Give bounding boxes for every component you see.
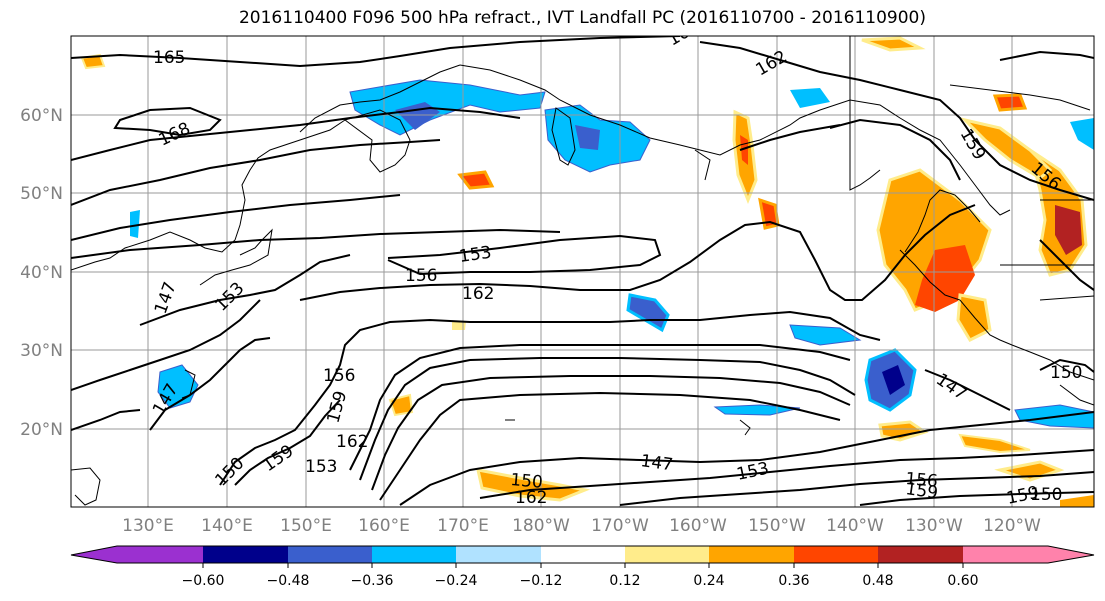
contour-label: 162 — [336, 432, 368, 452]
colorbar-tick-label: 0.12 — [609, 573, 640, 589]
lon-label: 170°W — [591, 516, 649, 536]
colorbar-segment — [372, 546, 456, 563]
contour-label: 156 — [905, 469, 939, 492]
map-panel: 165 168 162 159 156 153 156 162 153 147 … — [71, 36, 1094, 508]
lon-label: 130°W — [905, 516, 963, 536]
contour-label: 162 — [515, 488, 547, 508]
longitude-labels: 130°E 140°E 150°E 160°E 170°E 180°W 170°… — [122, 516, 1041, 536]
lon-label: 180°W — [512, 516, 570, 536]
contour-lines — [71, 36, 1094, 506]
lon-label: 150°W — [748, 516, 806, 536]
contour-label: 165 — [153, 48, 185, 68]
colorbar-segment — [625, 546, 709, 563]
lat-label: 20°N — [20, 420, 63, 440]
contour-label: 147 — [639, 451, 674, 475]
colorbar-tick-label: −0.60 — [182, 573, 225, 589]
colorbar-segment — [794, 546, 878, 563]
colorbar-tick-label: 0.60 — [947, 573, 978, 589]
colorbar: −0.60 −0.48 −0.36 −0.24 −0.12 0.12 0.24 … — [70, 545, 1095, 589]
colorbar-segment — [541, 546, 625, 563]
colorbar-segment — [203, 546, 288, 563]
lon-label: 170°E — [437, 516, 489, 536]
lon-label: 130°E — [122, 516, 174, 536]
contour-label: 156 — [405, 266, 437, 286]
colorbar-tick-label: 0.48 — [862, 573, 893, 589]
colorbar-tick-label: 0.36 — [778, 573, 809, 589]
colorbar-segment — [117, 546, 203, 563]
contour-label: 153 — [305, 457, 337, 477]
lon-label: 160°E — [358, 516, 410, 536]
contour-label: 150 — [510, 470, 544, 493]
colorbar-segment — [878, 546, 963, 563]
map-title: 2016110400 F096 500 hPa refract., IVT La… — [238, 8, 926, 28]
latitude-labels: 60°N 50°N 40°N 30°N 20°N — [20, 106, 63, 440]
map-border — [70, 35, 1095, 508]
contour-label: 150 — [1050, 363, 1082, 383]
contour-label-group: 165 168 162 159 156 153 156 162 153 147 … — [149, 36, 1082, 508]
colorbar-segment — [288, 546, 372, 563]
contour-label: 159 — [904, 479, 939, 503]
colorbar-tick-label: −0.24 — [435, 573, 478, 589]
colorbar-segment — [709, 546, 794, 563]
colorbar-segment — [963, 546, 1048, 563]
contour-label: 153 — [458, 243, 493, 267]
lat-label: 50°N — [20, 184, 63, 204]
lon-label: 150°E — [280, 516, 332, 536]
colorbar-tick-label: −0.12 — [520, 573, 563, 589]
colorbar-tick-label: 0.24 — [693, 573, 724, 589]
lat-label: 40°N — [20, 263, 63, 283]
colorbar-high-extend — [1048, 546, 1094, 563]
contour-label: 150 — [1030, 485, 1062, 505]
lat-label: 30°N — [20, 341, 63, 361]
lon-label: 160°W — [669, 516, 727, 536]
lat-label: 60°N — [20, 106, 63, 126]
colorbar-tick-label: −0.48 — [267, 573, 310, 589]
colorbar-tick-label: −0.36 — [351, 573, 394, 589]
contour-label: 162 — [462, 284, 494, 304]
lon-label: 120°W — [983, 516, 1041, 536]
lon-label: 140°W — [826, 516, 884, 536]
contour-label: 156 — [323, 366, 355, 386]
lon-label: 140°E — [201, 516, 253, 536]
colorbar-segment — [456, 546, 541, 563]
colorbar-low-extend — [71, 546, 117, 563]
